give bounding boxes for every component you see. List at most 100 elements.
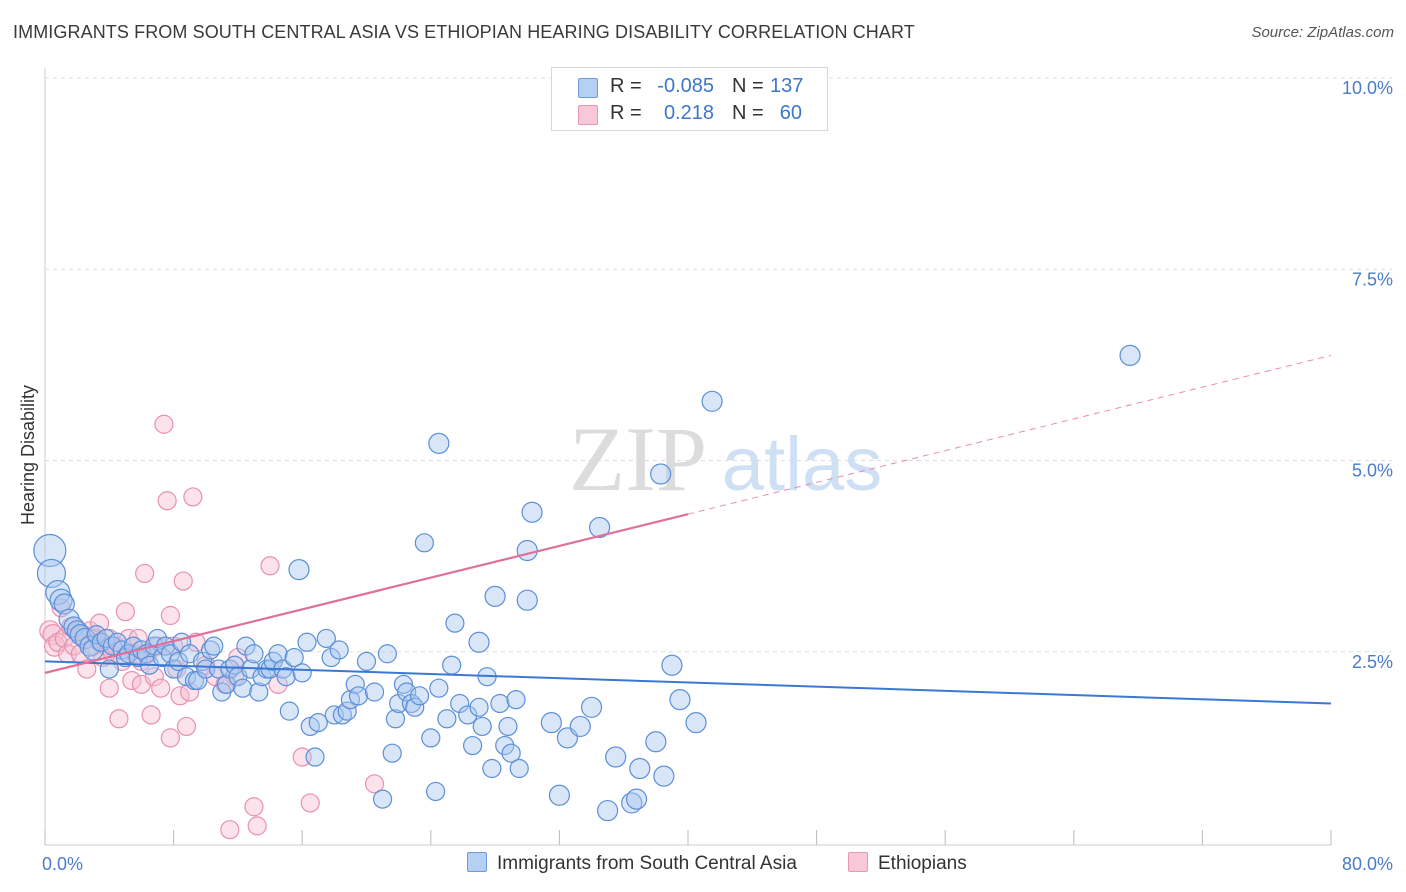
ethiopians-point bbox=[160, 728, 180, 748]
ethiopians-point bbox=[260, 556, 280, 576]
south-central-asia-trend-line bbox=[44, 660, 1332, 705]
south-central-asia-point bbox=[482, 758, 502, 779]
south-central-asia-point bbox=[249, 682, 269, 702]
ethiopians-point bbox=[170, 686, 190, 706]
ethiopians-point bbox=[160, 605, 180, 626]
legend-r-label: R = bbox=[610, 75, 642, 97]
south-central-asia-point bbox=[429, 678, 449, 698]
south-central-asia-point bbox=[337, 701, 357, 721]
south-central-asia-point bbox=[79, 635, 101, 657]
south-central-asia-point bbox=[405, 697, 425, 717]
south-central-asia-point bbox=[569, 715, 591, 738]
south-central-asia-point bbox=[516, 539, 538, 562]
south-central-asia-point bbox=[356, 651, 377, 672]
south-central-asia-point bbox=[445, 613, 465, 633]
south-central-asia-point bbox=[588, 516, 611, 539]
ethiopians-point bbox=[154, 414, 174, 434]
watermark-zip: ZIP bbox=[569, 408, 707, 510]
south-central-asia-point bbox=[1119, 344, 1141, 366]
ethiopians-point bbox=[122, 670, 142, 691]
south-central-asia-point bbox=[661, 654, 683, 676]
south-central-asia-point bbox=[345, 674, 365, 694]
south-central-asia-point bbox=[377, 644, 397, 664]
south-central-asia-point bbox=[498, 716, 518, 737]
x-tick-label: 0.0% bbox=[42, 854, 83, 874]
bottom-legend-south-central-asia: Immigrants from South Central Asia bbox=[467, 852, 797, 875]
axes bbox=[44, 68, 1332, 846]
bottom-legend-swatch-pink bbox=[848, 852, 868, 872]
south-central-asia-point bbox=[385, 709, 406, 729]
south-central-asia-point bbox=[96, 628, 116, 649]
legend-n-value: 60 bbox=[779, 102, 802, 124]
south-central-asia-point bbox=[45, 579, 71, 606]
south-central-asia-point bbox=[462, 735, 483, 756]
legend-r-value: 0.218 bbox=[663, 102, 714, 124]
south-central-asia-point bbox=[348, 686, 369, 706]
y-tick-label: 10.0% bbox=[1342, 78, 1393, 98]
legend-row-ethiopians: R = 0.218 N = 60 bbox=[552, 101, 827, 127]
ethiopians-point bbox=[244, 797, 264, 817]
south-central-asia-point bbox=[597, 799, 619, 822]
south-central-asia-point bbox=[468, 631, 490, 653]
south-central-asia-point bbox=[409, 686, 430, 706]
south-central-asia-point bbox=[484, 585, 506, 607]
legend-n-label: N = bbox=[732, 102, 764, 124]
south-central-asia-point bbox=[33, 533, 67, 568]
y-tick-label: 2.5% bbox=[1352, 652, 1393, 672]
south-central-asia-point bbox=[279, 701, 299, 721]
ethiopians-point bbox=[176, 716, 197, 737]
south-central-asia-point bbox=[308, 712, 328, 733]
chart-title: IMMIGRANTS FROM SOUTH CENTRAL ASIA VS ET… bbox=[13, 22, 915, 42]
south-central-asia-point bbox=[305, 747, 325, 767]
ethiopians-point bbox=[247, 816, 267, 836]
south-central-asia-point bbox=[204, 636, 224, 656]
south-central-asia-point bbox=[506, 690, 526, 710]
ethiopians-point bbox=[109, 709, 129, 729]
ethiopians-trend-line-extension bbox=[687, 354, 1332, 515]
south-central-asia-point bbox=[650, 463, 672, 485]
south-central-asia-point bbox=[316, 628, 336, 649]
south-central-asia-point bbox=[490, 693, 510, 714]
legend-r-value: -0.085 bbox=[657, 75, 714, 97]
south-central-asia-point bbox=[669, 689, 691, 711]
legend-n-value: 137 bbox=[770, 75, 804, 97]
south-central-asia-point bbox=[276, 667, 296, 687]
x-tick-label: 80.0% bbox=[1342, 854, 1393, 874]
south-central-asia-point bbox=[414, 533, 434, 553]
ethiopians-point bbox=[364, 774, 385, 794]
south-central-asia-point bbox=[236, 636, 256, 656]
south-central-asia-point bbox=[244, 644, 264, 664]
ethiopians-point bbox=[141, 705, 161, 725]
bottom-legend-swatch-blue bbox=[467, 852, 487, 872]
south-central-asia-point bbox=[458, 705, 478, 725]
south-central-asia-point bbox=[372, 789, 393, 809]
ethiopians-trend-line bbox=[44, 513, 689, 674]
south-central-asia-point bbox=[469, 697, 489, 717]
ethiopians-point bbox=[157, 491, 177, 511]
y-tick-label: 5.0% bbox=[1352, 461, 1393, 481]
legend-n-label: N = bbox=[732, 75, 764, 97]
ethiopians-point bbox=[135, 563, 155, 584]
south-central-asia-point bbox=[645, 731, 667, 753]
south-central-asia-point bbox=[66, 620, 88, 642]
south-central-asia-point bbox=[472, 716, 492, 737]
south-central-asia-point bbox=[268, 644, 288, 664]
south-central-asia-point bbox=[428, 432, 450, 454]
tick-labels: 2.5% 5.0% 7.5% 10.0% 0.0% 80.0% bbox=[42, 78, 1393, 874]
south-central-asia-point bbox=[442, 655, 462, 675]
ethiopians-point bbox=[151, 678, 171, 698]
south-central-asia-point bbox=[701, 390, 723, 412]
ethiopians-point bbox=[220, 820, 240, 840]
bottom-legend-label: Immigrants from South Central Asia bbox=[497, 853, 797, 874]
ethiopians-point bbox=[180, 682, 200, 702]
south-central-asia-point bbox=[292, 663, 312, 683]
ethiopians-point bbox=[173, 571, 193, 591]
legend-swatch-pink bbox=[578, 105, 598, 125]
south-central-asia-point bbox=[629, 757, 651, 780]
south-central-asia-point bbox=[421, 728, 441, 748]
south-central-asia-point bbox=[160, 644, 180, 664]
south-central-asia-point bbox=[516, 589, 538, 611]
south-central-asia-point bbox=[450, 693, 470, 714]
south-central-asia-point bbox=[501, 743, 521, 763]
ethiopians-point bbox=[115, 602, 135, 622]
